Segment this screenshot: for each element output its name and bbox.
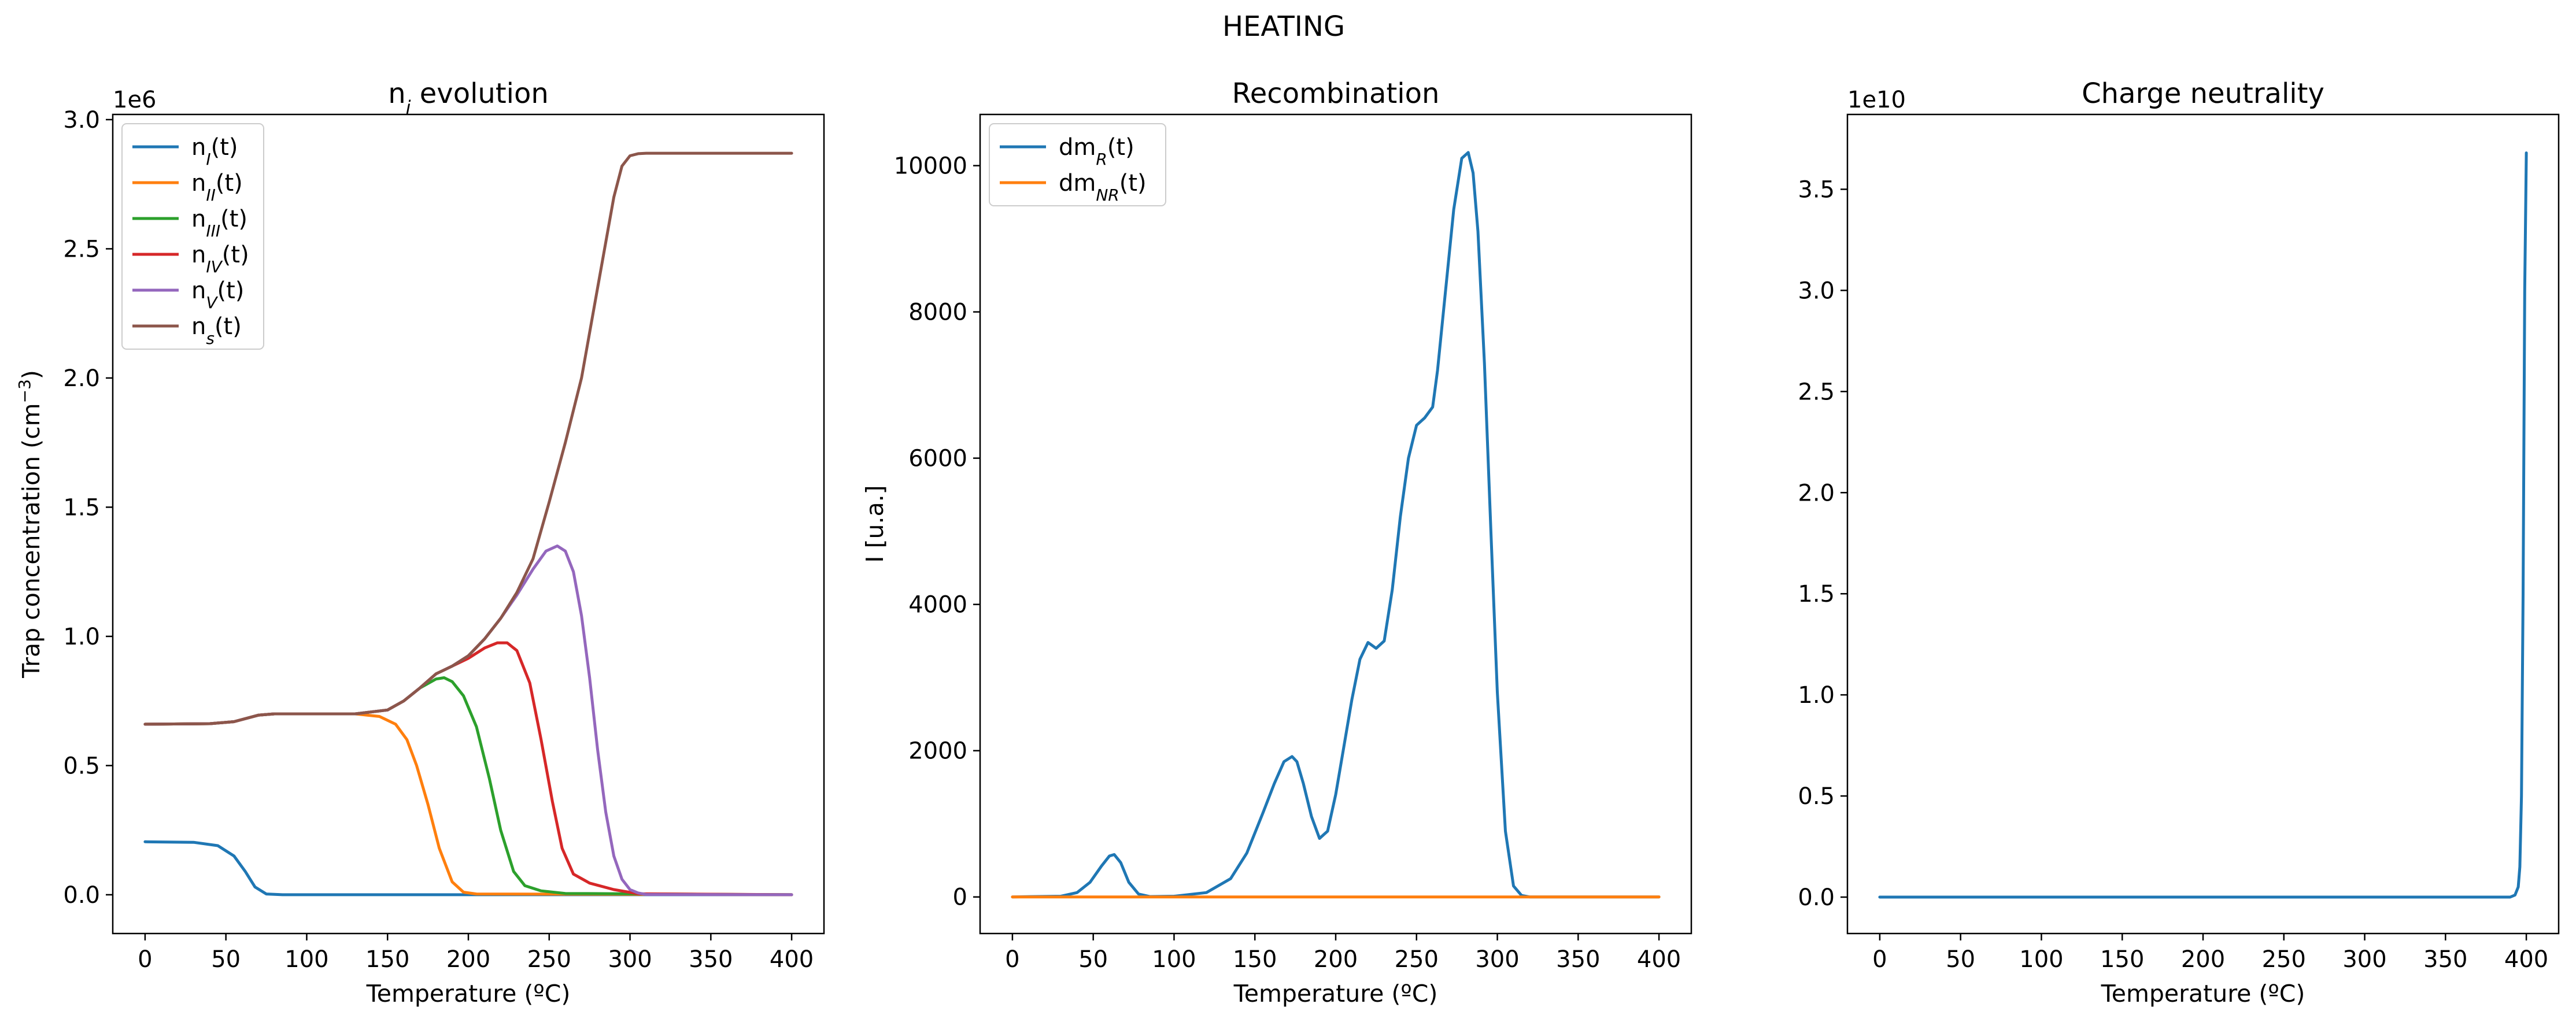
x-tick-label: 250: [2262, 946, 2306, 973]
legend-frame: [989, 123, 1166, 206]
y-offset-text: 1e10: [1847, 87, 1906, 113]
y-tick-label: 3.5: [1798, 176, 1835, 203]
x-tick-label: 200: [1314, 946, 1358, 973]
x-tick-label: 350: [1556, 946, 1600, 973]
x-tick-label: 0: [1005, 946, 1019, 973]
subplot-title: Recombination: [1232, 77, 1440, 110]
legend-frame: [121, 123, 264, 350]
x-tick-label: 300: [1475, 946, 1519, 973]
x-tick-label: 50: [211, 946, 241, 973]
y-tick-label: 1.0: [63, 624, 100, 650]
x-tick-label: 150: [1233, 946, 1277, 973]
legend-entry: nIV(t): [191, 242, 249, 276]
y-tick-label: 2000: [908, 738, 967, 765]
x-tick-label: 350: [2423, 946, 2467, 973]
subplot-title: ni evolution: [388, 77, 549, 118]
x-tick-label: 0: [1872, 946, 1887, 973]
y-tick-label: 8000: [908, 299, 967, 326]
y-tick-label: 2.0: [1798, 480, 1835, 506]
x-axis-label: Temperature (ºC): [2101, 980, 2305, 1008]
y-offset-text: 1e6: [113, 87, 157, 113]
legend-entry: dmNR(t): [1059, 170, 1147, 205]
legend-entry: nI(t): [191, 134, 238, 169]
x-tick-label: 150: [365, 946, 409, 973]
subplot-2: 0 50 100 150 200 250 300 350 4000200040006000800…: [861, 77, 1692, 1008]
x-tick-label: 150: [2100, 946, 2144, 973]
x-tick-label: 400: [2504, 946, 2548, 973]
x-axis-label: Temperature (ºC): [1233, 980, 1438, 1008]
x-tick-label: 100: [2019, 946, 2063, 973]
x-tick-label: 300: [2342, 946, 2386, 973]
subplots: 0 50 100 150 200 250 300 350 400 0.0 0.5 1.0 1.5 2.0 2…: [15, 77, 2560, 1008]
x-tick-label: 300: [608, 946, 652, 973]
series-line-s: [143, 151, 793, 726]
y-tick-label: 0.0: [63, 882, 100, 909]
x-axis-label: Temperature (ºC): [366, 980, 571, 1008]
series-group: [1878, 151, 2528, 899]
y-tick-label: 2.0: [63, 365, 100, 392]
x-tick-label: 50: [1946, 946, 1975, 973]
legend: dmR(t)dmNR(t): [989, 123, 1166, 206]
y-tick-label: 0.0: [1798, 884, 1835, 911]
y-axis-label: I [u.a.]: [861, 485, 889, 562]
legend-entry: dmR(t): [1059, 134, 1134, 169]
series-group: [1011, 151, 1661, 899]
y-axis-label: Trap concentration (cm−3): [15, 370, 46, 679]
x-tick-label: 350: [689, 946, 733, 973]
y-tick-label: 4000: [908, 592, 967, 618]
x-tick-label: 200: [446, 946, 490, 973]
x-tick-label: 400: [770, 946, 814, 973]
y-tick-label: 6000: [908, 446, 967, 472]
series-line-i: [143, 840, 793, 897]
series-group: [143, 151, 793, 897]
subplot-title: Charge neutrality: [2082, 77, 2324, 110]
legend-entry: nV(t): [191, 277, 244, 312]
y-tick-label: 2.5: [63, 236, 100, 262]
legend: nI(t)nII(t)nIII(t)nIV(t)nV(t)ns(t): [121, 123, 264, 350]
subplot-1: 0 50 100 150 200 250 300 350 400 0.0 0.5 1.0 1.5 2.0 2…: [15, 77, 825, 1008]
y-tick-label: 1.0: [1798, 682, 1835, 709]
y-tick-label: 0: [953, 884, 967, 911]
x-tick-label: 400: [1637, 946, 1681, 973]
y-tick-label: 0.5: [63, 753, 100, 779]
y-tick-label: 1.5: [63, 494, 100, 521]
x-tick-label: 200: [2181, 946, 2225, 973]
y-tick-label: 3.0: [63, 107, 100, 134]
y-tick-label: 10000: [894, 153, 967, 180]
x-tick-label: 100: [284, 946, 328, 973]
legend-entry: nII(t): [191, 170, 243, 205]
x-tick-label: 250: [527, 946, 571, 973]
series-line-1: [1878, 151, 2528, 899]
x-tick-label: 0: [138, 946, 152, 973]
x-tick-label: 250: [1395, 946, 1439, 973]
legend-entry: ns(t): [191, 313, 242, 348]
x-tick-label: 100: [1152, 946, 1196, 973]
y-tick-label: 2.5: [1798, 379, 1835, 405]
x-tick-label: 50: [1078, 946, 1108, 973]
legend-entry: nIII(t): [191, 206, 247, 240]
figure-suptitle: HEATING: [1222, 10, 1345, 43]
series-line-r: [1011, 151, 1661, 899]
subplot-3: 0 50 100 150 200 250 300 350 400 0.0 0.5 1.0 1.5 2.0 2…: [1798, 77, 2560, 1008]
y-tick-label: 3.0: [1798, 277, 1835, 304]
y-tick-label: 0.5: [1798, 783, 1835, 810]
y-tick-label: 1.5: [1798, 581, 1835, 608]
